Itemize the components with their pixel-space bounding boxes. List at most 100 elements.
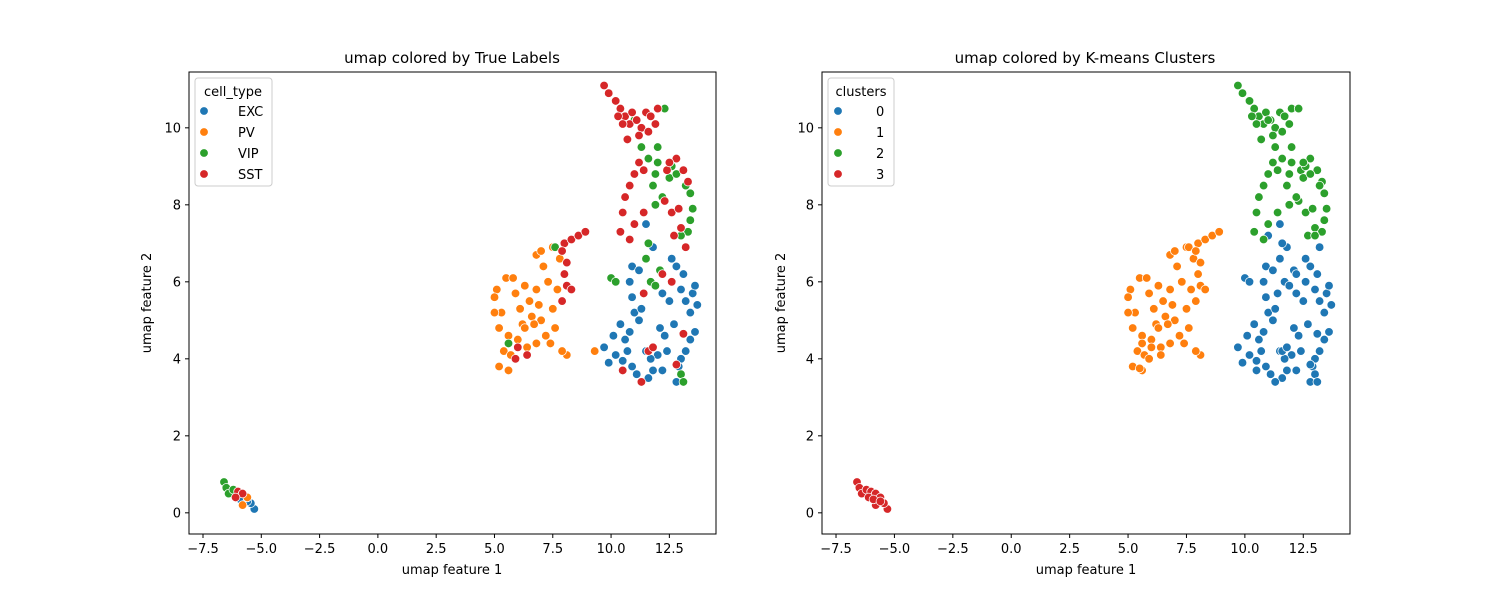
- point-vip-7: [611, 277, 621, 287]
- legend: cell_type EXC PV VIP SST: [194, 77, 273, 187]
- point-sst-26: [615, 227, 626, 237]
- point-0-12: [1261, 261, 1271, 272]
- legend-marker: [833, 169, 843, 179]
- point-sst-19: [613, 111, 623, 121]
- point-sst-9: [627, 107, 637, 118]
- point-pv-20: [531, 284, 542, 295]
- point-sst-51: [566, 284, 577, 295]
- x-tick-label: 12.5: [655, 542, 684, 557]
- point-2-38: [1286, 157, 1297, 168]
- point-pv-29: [543, 277, 553, 287]
- point-sst-44: [566, 234, 577, 245]
- point-exc-38: [685, 334, 695, 345]
- point-0-57: [1284, 281, 1294, 291]
- legend-marker: [833, 127, 843, 137]
- point-vip-21: [685, 215, 695, 225]
- point-exc-8: [622, 346, 633, 356]
- point-pv-25: [545, 338, 556, 349]
- point-exc-34: [685, 307, 695, 318]
- point-1-42: [1200, 234, 1210, 245]
- point-pv-27: [548, 304, 558, 314]
- point-exc-45: [657, 365, 668, 376]
- legend-items: 0 1 2 3: [833, 105, 884, 183]
- point-pv-38: [590, 346, 600, 356]
- legend-title: clusters: [836, 85, 887, 100]
- x-tick-label: 2.5: [426, 542, 447, 557]
- point-vip-25: [650, 281, 661, 291]
- point-0-34: [1319, 334, 1329, 345]
- point-sst-40: [657, 269, 668, 279]
- legend-marker: [833, 148, 843, 158]
- y-tick-label: 6: [173, 275, 181, 290]
- point-vip-20: [688, 204, 698, 214]
- point-0-61: [1291, 269, 1301, 279]
- point-1-23: [1179, 338, 1189, 349]
- point-sst-46: [580, 227, 591, 237]
- point-exc-7: [618, 356, 628, 366]
- point-1-20: [1170, 315, 1180, 325]
- point-2-10: [1279, 111, 1290, 121]
- chart-title: umap colored by True Labels: [344, 49, 560, 67]
- point-exc-28: [664, 296, 675, 306]
- point-sst-3: [599, 80, 609, 91]
- point-2-52: [1263, 115, 1273, 125]
- point-0-31: [1321, 288, 1332, 299]
- point-0-62: [1300, 277, 1311, 287]
- point-2-36: [1270, 142, 1280, 152]
- point-vip-29: [678, 377, 689, 387]
- point-0-26: [1305, 261, 1315, 272]
- point-vip-11: [650, 169, 661, 179]
- point-0-43: [1275, 219, 1285, 229]
- legend: clusters 0 1 2 3: [827, 77, 895, 187]
- point-2-56: [1272, 165, 1283, 175]
- point-2-41: [1284, 200, 1294, 210]
- point-sst-23: [625, 180, 635, 191]
- x-tick-label: −2.5: [304, 542, 336, 557]
- point-pv-15: [513, 334, 523, 345]
- point-sst-32: [674, 204, 684, 214]
- y-tick-label: 8: [173, 198, 181, 213]
- point-sst-10: [632, 115, 642, 125]
- point-pv-9: [503, 365, 514, 376]
- point-1-14: [1156, 342, 1166, 352]
- point-2-17: [1256, 134, 1266, 145]
- point-exc-19: [634, 315, 644, 325]
- y-tick-label: 0: [806, 506, 814, 521]
- point-sst-25: [618, 207, 628, 218]
- y-axis-label: umap feature 2: [774, 253, 789, 354]
- point-0-7: [1249, 319, 1259, 329]
- point-2-43: [1298, 173, 1308, 183]
- point-sst-55: [510, 354, 521, 364]
- point-sst-60: [671, 359, 682, 370]
- point-2-40: [1282, 180, 1292, 191]
- left-scatter-panel: umap colored by True Labels −7.5 −5.0 −2.5…: [140, 49, 717, 578]
- x-axis-label: umap feature 1: [1036, 563, 1137, 578]
- x-tick-label: 7.5: [1176, 542, 1197, 557]
- point-0-3: [1251, 356, 1262, 366]
- point-pv-41: [529, 319, 539, 329]
- point-exc-23: [648, 365, 658, 376]
- point-vip-19: [685, 188, 695, 198]
- point-2-23: [1249, 227, 1259, 237]
- legend-label: SST: [238, 168, 263, 183]
- point-sst-62: [664, 157, 675, 168]
- point-1-28: [1172, 261, 1182, 272]
- point-exc-30: [671, 261, 682, 272]
- point-2-18: [1268, 157, 1278, 168]
- point-exc-15: [625, 277, 635, 287]
- point-exc-25: [655, 323, 665, 333]
- point-1-37: [1153, 281, 1164, 291]
- point-2-53: [1286, 142, 1297, 152]
- point-0-33: [1324, 327, 1334, 337]
- point-0-6: [1254, 334, 1264, 345]
- point-pv-22: [536, 315, 546, 325]
- x-tick-label: −5.0: [245, 542, 277, 557]
- point-0-2: [1244, 350, 1255, 360]
- point-sst-21: [634, 157, 644, 168]
- point-exc-6: [611, 350, 621, 360]
- point-0-65: [1275, 254, 1285, 264]
- point-1-19: [1167, 300, 1178, 310]
- point-0-64: [1314, 242, 1325, 252]
- point-pv-17: [520, 323, 530, 333]
- point-pv-36: [557, 346, 567, 356]
